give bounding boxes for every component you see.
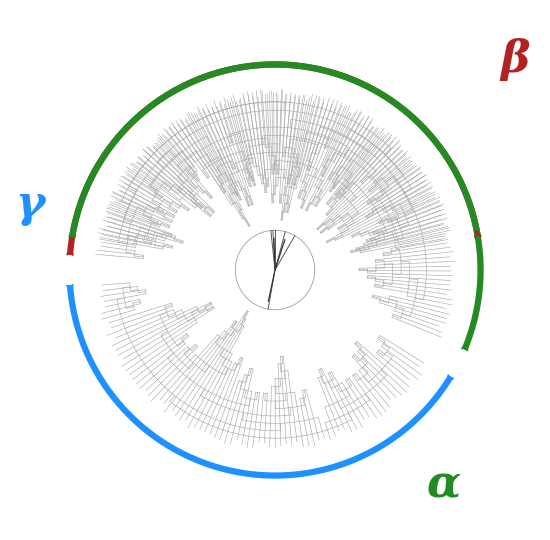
Text: γ: γ bbox=[15, 183, 45, 226]
Text: β: β bbox=[501, 38, 530, 82]
Text: α: α bbox=[426, 463, 460, 507]
